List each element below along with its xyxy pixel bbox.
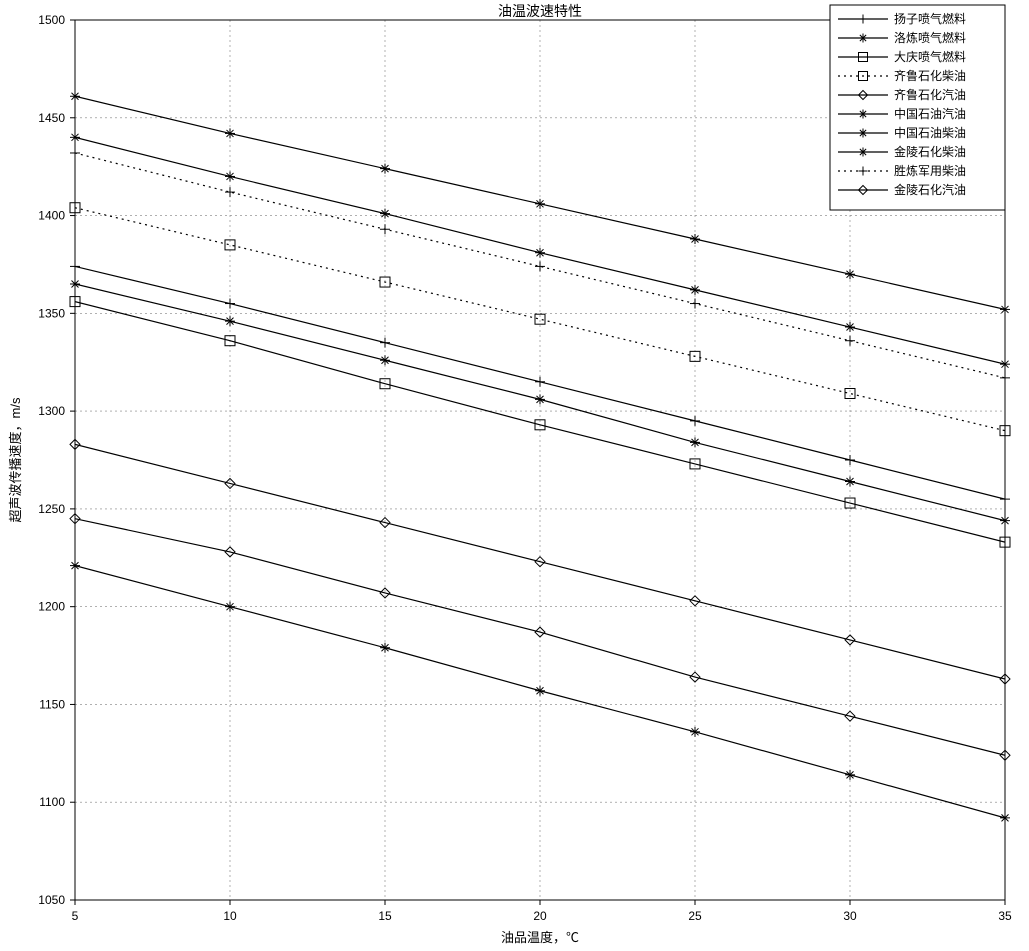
- svg-text:1450: 1450: [38, 111, 65, 125]
- chart-container: 5 10 15 20 25 30 35 1050 1100 1150 1200 1250 1300 135…: [0, 0, 1029, 951]
- svg-text:超声波传播速度，m/s: 超声波传播速度，m/s: [8, 397, 23, 522]
- svg-text:1400: 1400: [38, 209, 65, 223]
- svg-text:油品温度，℃: 油品温度，℃: [501, 930, 579, 945]
- svg-text:10: 10: [223, 909, 237, 923]
- svg-text:油温波速特性: 油温波速特性: [498, 3, 582, 19]
- svg-text:1500: 1500: [38, 13, 65, 27]
- svg-text:扬子喷气燃料: 扬子喷气燃料: [894, 11, 966, 26]
- svg-text:30: 30: [843, 909, 857, 923]
- svg-text:1050: 1050: [38, 893, 65, 907]
- svg-text:1250: 1250: [38, 502, 65, 516]
- svg-text:齐鲁石化柴油: 齐鲁石化柴油: [894, 68, 966, 83]
- svg-text:1100: 1100: [39, 795, 65, 809]
- svg-text:齐鲁石化汽油: 齐鲁石化汽油: [894, 87, 966, 102]
- svg-text:胜炼军用柴油: 胜炼军用柴油: [894, 163, 966, 178]
- svg-text:1200: 1200: [38, 600, 65, 614]
- svg-text:35: 35: [998, 909, 1012, 923]
- svg-text:1350: 1350: [38, 306, 65, 320]
- svg-text:20: 20: [533, 909, 547, 923]
- svg-text:5: 5: [72, 909, 79, 923]
- svg-text:25: 25: [688, 909, 702, 923]
- svg-text:1300: 1300: [38, 404, 65, 418]
- svg-text:金陵石化柴油: 金陵石化柴油: [894, 144, 966, 159]
- svg-text:金陵石化汽油: 金陵石化汽油: [894, 182, 966, 197]
- svg-text:中国石油柴油: 中国石油柴油: [894, 125, 966, 140]
- svg-text:大庆喷气燃料: 大庆喷气燃料: [894, 49, 966, 64]
- svg-text:1150: 1150: [39, 697, 65, 711]
- svg-text:洛炼喷气燃料: 洛炼喷气燃料: [894, 30, 966, 45]
- svg-text:中国石油汽油: 中国石油汽油: [894, 106, 966, 121]
- chart-svg: 5 10 15 20 25 30 35 1050 1100 1150 1200 1250 1300 135…: [0, 0, 1029, 951]
- svg-text:15: 15: [378, 909, 392, 923]
